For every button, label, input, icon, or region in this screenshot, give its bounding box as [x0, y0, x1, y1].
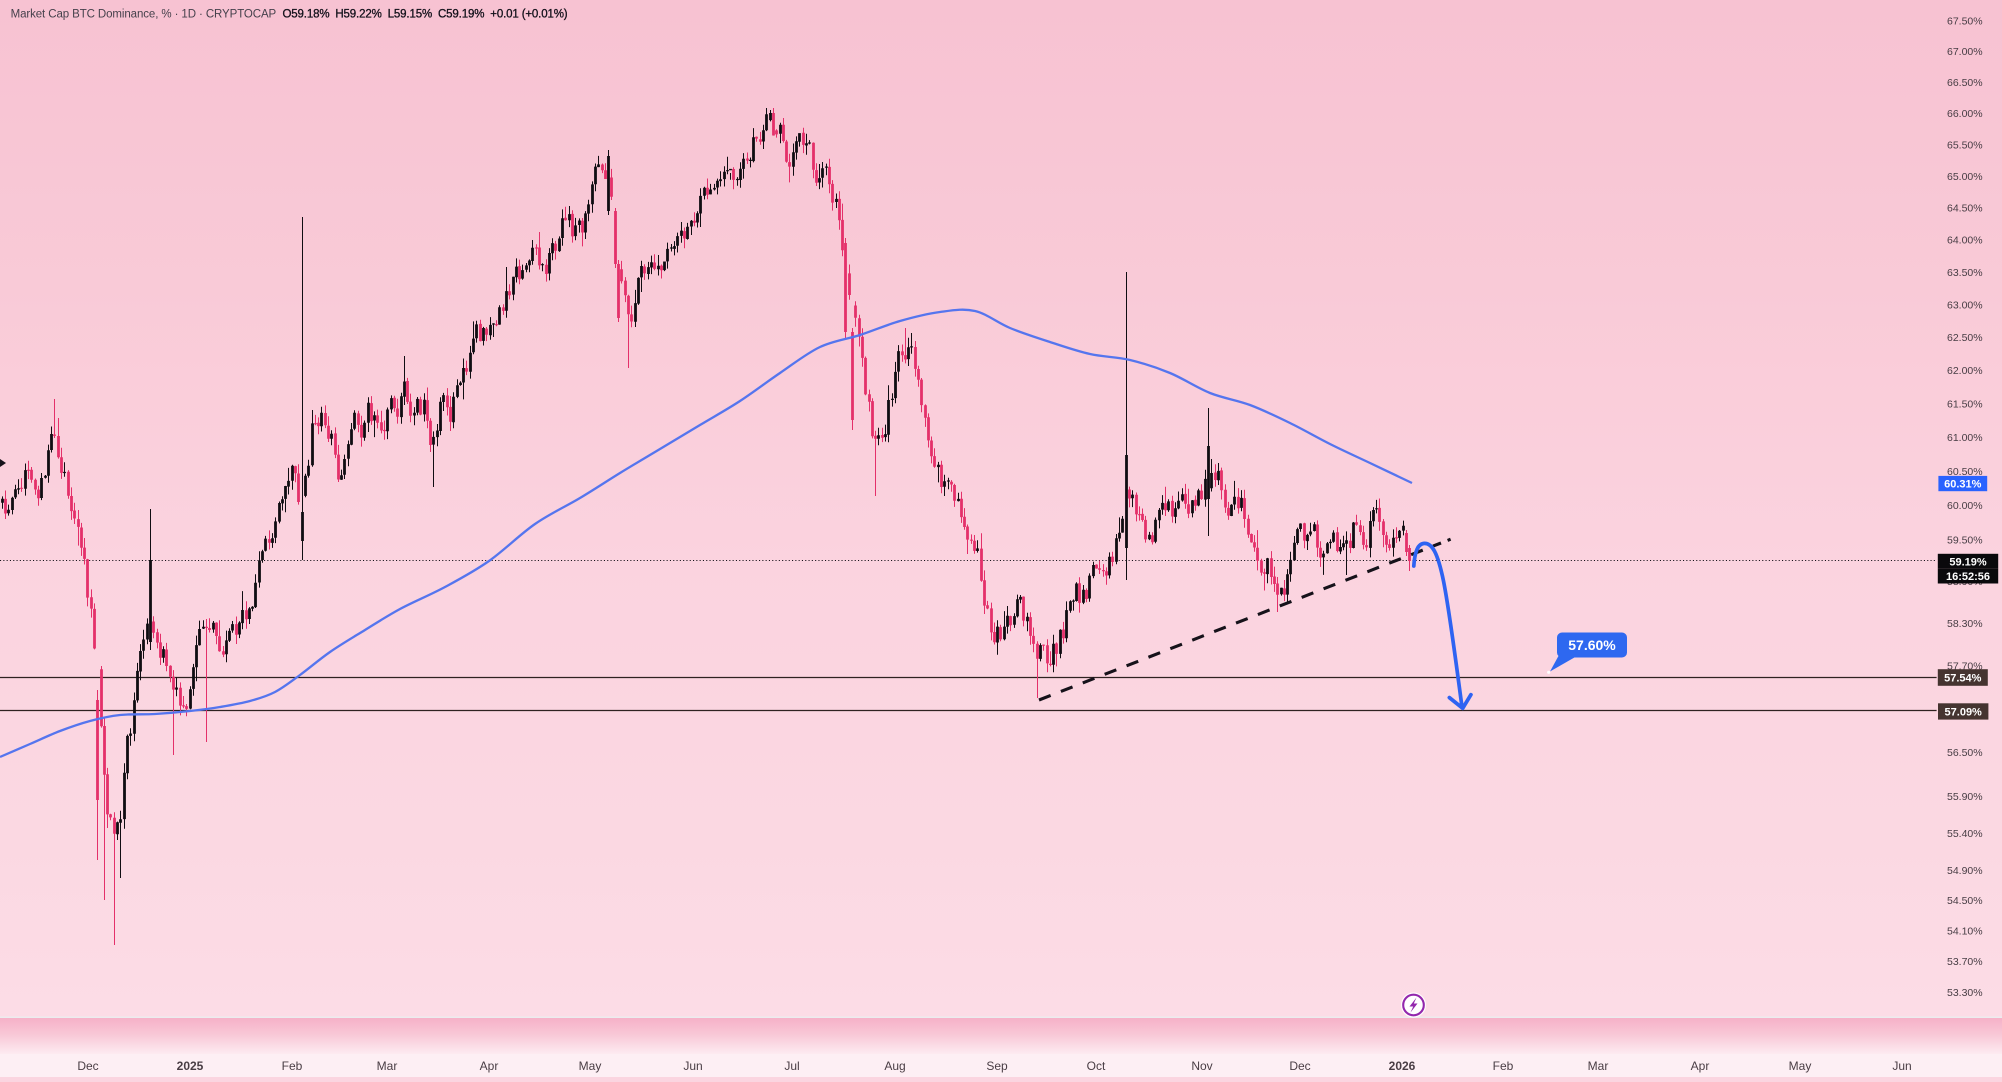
svg-text:2025: 2025	[177, 1059, 204, 1073]
svg-text:64.50%: 64.50%	[1947, 203, 1983, 215]
svg-text:56.50%: 56.50%	[1947, 747, 1983, 759]
svg-text:Oct: Oct	[1087, 1059, 1106, 1073]
svg-text:61.50%: 61.50%	[1947, 398, 1983, 410]
svg-text:63.50%: 63.50%	[1947, 267, 1983, 279]
svg-text:Nov: Nov	[1191, 1059, 1212, 1073]
svg-text:58.30%: 58.30%	[1947, 618, 1983, 630]
svg-text:57.60%: 57.60%	[1568, 637, 1616, 653]
svg-text:53.30%: 53.30%	[1947, 987, 1983, 999]
svg-text:53.70%: 53.70%	[1947, 956, 1983, 968]
svg-text:65.50%: 65.50%	[1947, 139, 1983, 151]
svg-text:61.00%: 61.00%	[1947, 432, 1983, 444]
svg-text:64.00%: 64.00%	[1947, 235, 1983, 247]
svg-text:60.31%: 60.31%	[1944, 479, 1982, 491]
svg-text:59.19%: 59.19%	[1949, 556, 1987, 568]
svg-text:65.00%: 65.00%	[1947, 171, 1983, 183]
svg-text:Market Cap BTC Dominance, % ·: Market Cap BTC Dominance, % · 1D · CRYPT…	[11, 9, 277, 21]
svg-text:Jul: Jul	[784, 1059, 799, 1073]
svg-text:Feb: Feb	[282, 1059, 303, 1073]
svg-text:O59.18%H59.22%L59.15%C59.19%+0: O59.18% H59.22% L59.15% C59.19% +0.01 (+0.01…	[283, 9, 568, 21]
svg-text:57.09%: 57.09%	[1945, 707, 1983, 719]
svg-text:Dec: Dec	[77, 1059, 98, 1073]
svg-text:66.00%: 66.00%	[1947, 108, 1983, 120]
svg-text:Sep: Sep	[986, 1059, 1008, 1073]
svg-text:60.50%: 60.50%	[1947, 466, 1983, 478]
svg-text:67.00%: 67.00%	[1947, 46, 1983, 58]
svg-text:Jun: Jun	[683, 1059, 702, 1073]
svg-text:Dec: Dec	[1289, 1059, 1310, 1073]
svg-text:Mar: Mar	[377, 1059, 398, 1073]
svg-text:2026: 2026	[1389, 1059, 1416, 1073]
svg-text:54.10%: 54.10%	[1947, 926, 1983, 938]
svg-text:16:52:56: 16:52:56	[1946, 571, 1990, 583]
svg-text:62.00%: 62.00%	[1947, 365, 1983, 377]
svg-text:60.00%: 60.00%	[1947, 500, 1983, 512]
svg-text:55.40%: 55.40%	[1947, 828, 1983, 840]
svg-text:Feb: Feb	[1493, 1059, 1514, 1073]
svg-text:Jun: Jun	[1892, 1059, 1911, 1073]
svg-text:67.50%: 67.50%	[1947, 16, 1983, 28]
svg-text:54.50%: 54.50%	[1947, 895, 1983, 907]
svg-text:May: May	[579, 1059, 602, 1073]
svg-text:63.00%: 63.00%	[1947, 299, 1983, 311]
svg-text:May: May	[1789, 1059, 1812, 1073]
svg-text:59.50%: 59.50%	[1947, 534, 1983, 546]
svg-text:55.90%: 55.90%	[1947, 791, 1983, 803]
svg-text:Apr: Apr	[1691, 1059, 1710, 1073]
svg-text:Apr: Apr	[480, 1059, 499, 1073]
svg-text:62.50%: 62.50%	[1947, 332, 1983, 344]
svg-text:Aug: Aug	[884, 1059, 905, 1073]
svg-text:57.54%: 57.54%	[1944, 673, 1982, 685]
svg-text:54.90%: 54.90%	[1947, 865, 1983, 877]
svg-text:Mar: Mar	[1588, 1059, 1609, 1073]
svg-text:66.50%: 66.50%	[1947, 77, 1983, 89]
